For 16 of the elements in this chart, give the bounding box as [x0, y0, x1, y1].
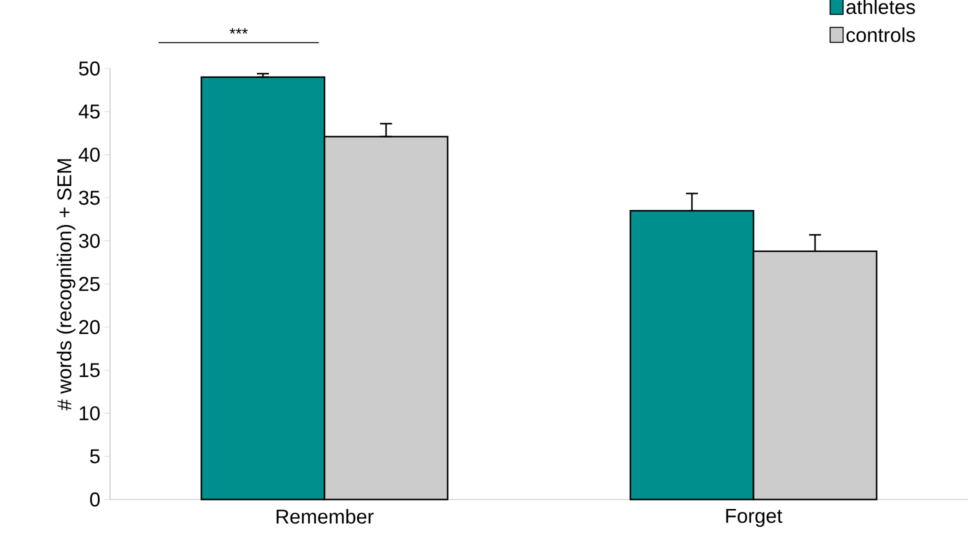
- x-tick-label: Forget: [726, 509, 782, 527]
- y-tick-label: 30: [79, 234, 100, 248]
- y-tick-label: 25: [79, 276, 100, 292]
- y-tick-label: 5: [90, 449, 100, 464]
- y-tick-label: 35: [79, 190, 100, 205]
- x-tick-label: Remember: [276, 509, 374, 524]
- y-tick-label: 15: [80, 363, 100, 378]
- y-tick-label: 10: [80, 406, 100, 420]
- y-axis-title: # words (recognition) + SEM: [56, 159, 76, 410]
- y-tick-label: 40: [78, 148, 100, 162]
- y-tick-label: 20: [79, 320, 100, 334]
- y-tick-label: 45: [78, 104, 100, 119]
- legend-label: controls: [846, 27, 915, 42]
- text: ***: [230, 28, 248, 34]
- y-tick-label: 50: [79, 61, 100, 76]
- y-tick-label: 0: [90, 492, 100, 507]
